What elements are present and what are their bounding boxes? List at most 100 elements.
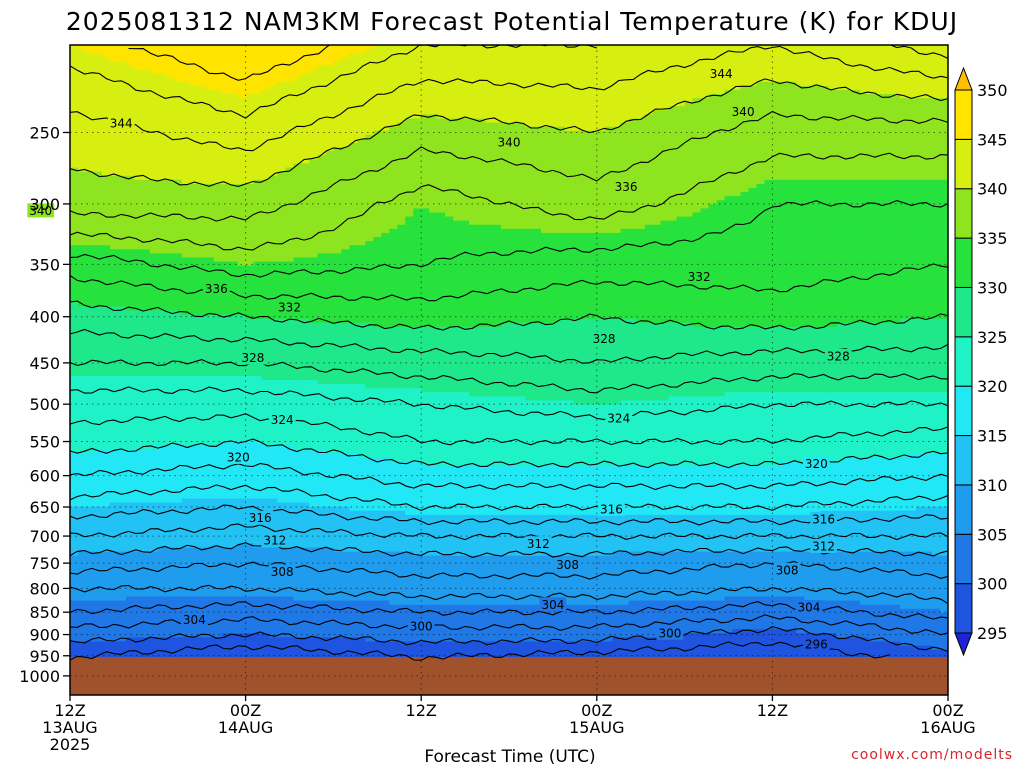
fill-cell [141, 151, 151, 156]
fill-cell [133, 404, 143, 410]
fill-cell [157, 347, 167, 353]
fill-cell [141, 138, 151, 144]
fill-cell [93, 498, 103, 504]
fill-cell [125, 494, 135, 500]
fill-cell [301, 224, 311, 230]
fill-cell [213, 653, 223, 659]
fill-cell [261, 179, 271, 185]
fill-cell [181, 232, 191, 238]
fill-cell [309, 134, 319, 140]
fill-cell [317, 322, 327, 328]
fill-cell [301, 200, 311, 205]
fill-cell [149, 555, 159, 561]
fill-cell [141, 318, 151, 324]
fill-cell [253, 535, 263, 540]
fill-cell [285, 265, 295, 271]
fill-cell [165, 245, 175, 250]
fill-cell [141, 273, 151, 279]
fill-cell [77, 294, 87, 299]
fill-cell [181, 253, 191, 259]
fill-cell [245, 192, 255, 197]
fill-cell [213, 265, 223, 271]
fill-cell [101, 629, 111, 634]
fill-cell [70, 45, 79, 50]
fill-cell [70, 384, 79, 389]
fill-cell [237, 106, 247, 111]
fill-cell [141, 580, 151, 585]
fill-cell [117, 147, 127, 152]
fill-cell [141, 363, 151, 369]
fill-cell [117, 653, 127, 659]
fill-cell [165, 273, 175, 279]
fill-cell [253, 596, 263, 602]
fill-cell [70, 580, 79, 585]
fill-cell [229, 600, 239, 606]
fill-cell [133, 85, 143, 91]
fill-cell [141, 106, 151, 111]
fill-cell [101, 130, 111, 136]
fill-cell [301, 286, 311, 291]
fill-cell [293, 265, 303, 271]
fill-cell [189, 380, 199, 385]
fill-cell [133, 555, 143, 561]
fill-cell [125, 265, 135, 271]
fill-cell [229, 539, 239, 545]
fill-cell [197, 85, 207, 91]
fill-cell [173, 310, 183, 316]
fill-cell [101, 171, 111, 177]
fill-cell [253, 527, 263, 532]
fill-cell [285, 57, 295, 62]
fill-cell [285, 584, 295, 589]
fill-cell [173, 216, 183, 222]
fill-cell [85, 200, 95, 205]
fill-cell [70, 551, 79, 557]
fill-cell [301, 625, 311, 630]
fill-cell [245, 57, 255, 62]
fill-cell [93, 73, 103, 79]
fill-cell [93, 608, 103, 614]
fill-cell [237, 645, 247, 651]
fill-cell [253, 392, 263, 397]
fill-cell [197, 396, 207, 402]
fill-cell [77, 596, 87, 602]
fill-cell [309, 273, 319, 279]
fill-cell [189, 653, 199, 659]
fill-cell [173, 429, 183, 434]
fill-cell [93, 114, 103, 120]
fill-cell [149, 621, 159, 626]
fill-cell [253, 408, 263, 414]
fill-cell [85, 269, 95, 275]
fill-cell [325, 437, 334, 442]
fill-cell [253, 253, 263, 259]
fill-cell [157, 478, 167, 483]
fill-cell [205, 371, 215, 377]
fill-cell [93, 65, 103, 71]
fill-cell [77, 339, 87, 344]
fill-cell [221, 612, 231, 618]
fill-cell [213, 318, 223, 324]
fill-cell [101, 371, 111, 377]
fill-cell [77, 196, 87, 201]
fill-cell [85, 167, 95, 173]
fill-cell [149, 167, 159, 173]
fill-cell [221, 81, 231, 87]
fill-cell [293, 612, 303, 618]
fill-cell [197, 138, 207, 144]
fill-cell [237, 437, 247, 442]
fill-cell [133, 506, 143, 512]
fill-cell [165, 445, 175, 451]
fill-cell [293, 257, 303, 263]
fill-cell [149, 637, 159, 643]
fill-cell [77, 388, 87, 393]
fill-cell [149, 392, 159, 397]
fill-cell [197, 572, 207, 577]
fill-cell [205, 351, 215, 357]
fill-cell [197, 110, 207, 116]
fill-cell [277, 281, 287, 287]
fill-cell [93, 216, 103, 222]
fill-cell [285, 514, 295, 520]
fill-cell [261, 408, 271, 414]
fill-cell [245, 486, 255, 491]
fill-cell [173, 498, 183, 504]
fill-cell [133, 465, 143, 471]
